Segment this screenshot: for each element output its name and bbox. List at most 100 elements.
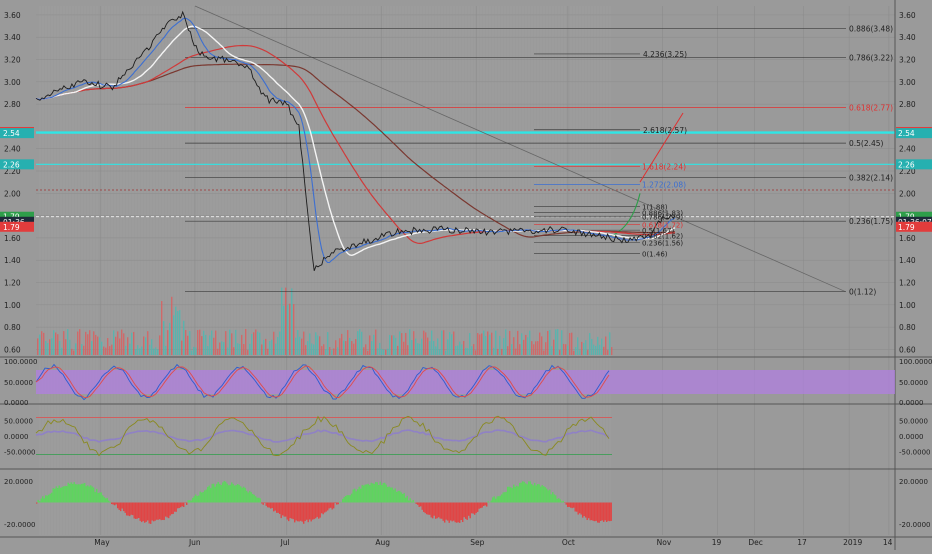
macd-hist-bar — [578, 503, 579, 515]
macd-hist-bar — [119, 503, 120, 510]
macd-hist-bar — [485, 503, 486, 506]
macd-hist-bar — [453, 503, 454, 521]
price-tick-left: 2.40 — [4, 145, 21, 154]
volume-bar — [227, 348, 228, 355]
macd-hist-bar — [63, 486, 64, 502]
macd-hist-bar — [296, 503, 297, 521]
volume-bar — [229, 330, 230, 355]
volume-bar — [495, 331, 496, 355]
price-badge-left-text: 2.26 — [3, 160, 20, 169]
macd-hist-bar — [494, 496, 495, 502]
macd-hist-bar — [171, 503, 172, 515]
macd-hist-bar — [147, 503, 148, 521]
macd-hist-bar — [248, 492, 249, 502]
macd-hist-bar — [165, 503, 166, 517]
macd-hist-bar — [62, 487, 63, 503]
x-tick: Oct — [562, 538, 575, 547]
macd-hist-bar — [194, 496, 195, 502]
macd-hist-bar — [141, 503, 142, 523]
macd-hist-bar — [189, 500, 190, 502]
volume-bar — [249, 344, 250, 355]
macd-hist-bar — [230, 485, 231, 503]
macd-hist-bar — [173, 503, 174, 514]
price-tick-left: 0.80 — [4, 323, 21, 332]
volume-bar — [247, 350, 248, 355]
volume-bar — [509, 331, 510, 355]
macd-hist-bar — [362, 485, 363, 503]
volume-bar — [517, 331, 518, 355]
macd-hist-bar — [350, 495, 351, 502]
macd-hist-bar — [240, 486, 241, 502]
cci-tick-left: 50.0000 — [4, 418, 33, 426]
volume-bar — [453, 332, 454, 355]
volume-bar — [189, 331, 190, 355]
macd-hist-bar — [285, 503, 286, 517]
macd-hist-bar — [533, 485, 534, 502]
price-tick-left: 1.40 — [4, 256, 21, 265]
macd-hist-bar — [167, 503, 168, 518]
volume-bar — [585, 340, 586, 355]
stoch-tick-left: 50.0000 — [4, 379, 33, 387]
volume-bar — [97, 337, 98, 355]
volume-bar — [513, 337, 514, 355]
volume-bar — [311, 343, 312, 355]
volume-bar — [139, 348, 140, 355]
x-tick: 2019 — [843, 538, 862, 547]
macd-hist-bar — [176, 503, 177, 512]
volume-bar — [187, 336, 188, 355]
macd-hist-bar — [261, 503, 262, 504]
macd-hist-bar — [36, 503, 37, 504]
macd-hist-bar — [537, 484, 538, 502]
macd-hist-bar — [501, 494, 502, 502]
volume-bar — [609, 332, 610, 355]
volume-bar — [399, 331, 400, 355]
macd-hist-bar — [282, 503, 283, 516]
macd-hist-bar — [530, 481, 531, 502]
macd-hist-bar — [221, 485, 222, 502]
macd-hist-bar — [543, 486, 544, 502]
macd-hist-bar — [395, 488, 396, 502]
macd-hist-bar — [45, 495, 46, 502]
macd-hist-bar — [449, 503, 450, 523]
macd-tick-right: 20.0000 — [899, 478, 928, 486]
volume-bar — [481, 333, 482, 355]
volume-bar — [425, 332, 426, 355]
macd-hist-bar — [104, 497, 105, 502]
macd-hist-bar — [384, 483, 385, 503]
macd-hist-bar — [399, 491, 400, 503]
volume-bar — [39, 335, 40, 355]
macd-hist-bar — [588, 503, 589, 519]
macd-hist-bar — [117, 503, 118, 509]
volume-bar — [233, 347, 234, 355]
volume-bar — [343, 341, 344, 355]
volume-bar — [603, 347, 604, 355]
macd-hist-bar — [186, 503, 187, 505]
volume-bar — [561, 330, 562, 355]
macd-hist-bar — [401, 492, 402, 502]
macd-hist-bar — [252, 494, 253, 502]
macd-hist-bar — [93, 488, 94, 503]
volume-bar — [511, 344, 512, 355]
macd-hist-bar — [506, 492, 507, 503]
volume-bar — [309, 333, 310, 355]
volume-bar — [331, 350, 332, 355]
price-tick-left: 3.20 — [4, 56, 21, 65]
macd-hist-bar — [44, 498, 45, 502]
macd-hist-bar — [249, 491, 250, 503]
macd-hist-bar — [590, 503, 591, 521]
volume-bar — [347, 330, 348, 355]
macd-hist-bar — [491, 500, 492, 502]
macd-hist-bar — [518, 486, 519, 502]
volume-bar — [451, 334, 452, 355]
macd-hist-bar — [566, 503, 567, 505]
x-tick: May — [94, 538, 110, 547]
macd-hist-bar — [419, 503, 420, 507]
volume-bar — [63, 331, 64, 355]
macd-hist-bar — [302, 503, 303, 522]
volume-bar — [431, 331, 432, 355]
volume-bar — [441, 331, 442, 355]
macd-hist-bar — [42, 496, 43, 502]
volume-bar — [533, 344, 534, 355]
macd-hist-bar — [162, 503, 163, 520]
